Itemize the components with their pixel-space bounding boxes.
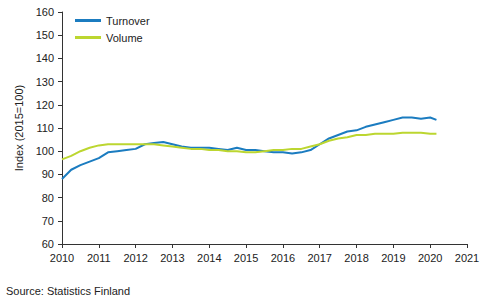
- svg-text:2010: 2010: [50, 252, 74, 264]
- svg-text:110: 110: [36, 122, 54, 134]
- svg-text:2016: 2016: [271, 252, 295, 264]
- svg-text:2018: 2018: [344, 252, 368, 264]
- svg-text:2021: 2021: [455, 252, 479, 264]
- svg-text:100: 100: [36, 145, 54, 157]
- svg-text:Turnover: Turnover: [106, 15, 150, 27]
- svg-text:120: 120: [36, 99, 54, 111]
- svg-text:70: 70: [42, 215, 54, 227]
- svg-text:Index (2015=100): Index (2015=100): [13, 85, 25, 172]
- svg-text:80: 80: [42, 192, 54, 204]
- svg-text:2015: 2015: [234, 252, 258, 264]
- svg-text:2012: 2012: [123, 252, 147, 264]
- svg-text:160: 160: [36, 6, 54, 18]
- svg-text:Volume: Volume: [106, 32, 143, 44]
- svg-text:2020: 2020: [418, 252, 442, 264]
- svg-text:2013: 2013: [160, 252, 184, 264]
- svg-text:2019: 2019: [381, 252, 405, 264]
- svg-text:Source: Statistics Finland: Source: Statistics Finland: [6, 285, 130, 297]
- svg-text:150: 150: [36, 29, 54, 41]
- svg-text:60: 60: [42, 238, 54, 250]
- svg-text:140: 140: [36, 52, 54, 64]
- svg-text:2017: 2017: [307, 252, 331, 264]
- svg-text:90: 90: [42, 168, 54, 180]
- svg-text:2011: 2011: [87, 252, 111, 264]
- svg-text:2014: 2014: [197, 252, 221, 264]
- svg-text:130: 130: [36, 76, 54, 88]
